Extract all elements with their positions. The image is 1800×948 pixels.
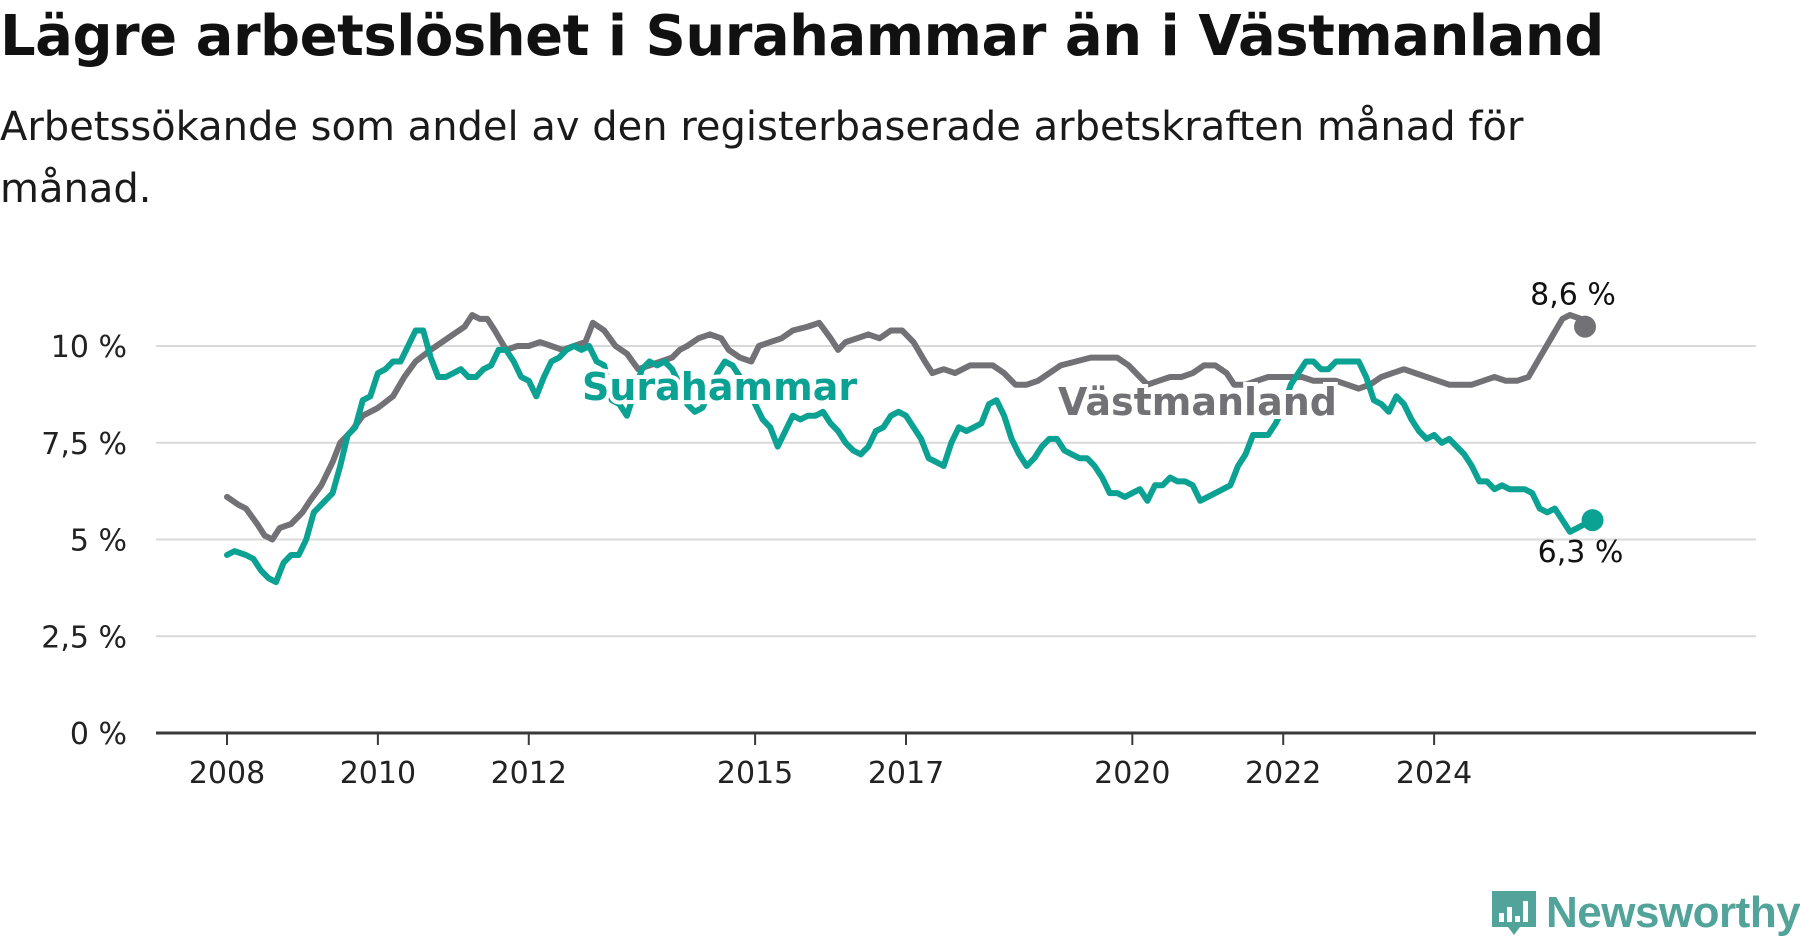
end-points: 8,6 % 6,3 % [1530,278,1623,571]
y-tick-label: 5 % [70,524,127,559]
x-tick-label: 2020 [1094,756,1170,791]
x-tick-label: 2022 [1245,756,1321,791]
x-tick-label: 2017 [868,756,944,791]
chart-subtitle: Arbetssökande som andel av den registerb… [0,104,1524,212]
chart-title: Lägre arbetslöshet i Surahammar än i Väs… [0,4,1604,69]
series-label-surahammar: Surahammar [582,365,857,409]
end-label-surahammar: 6,3 % [1538,535,1624,570]
end-point-surahammar [1581,509,1604,532]
y-tick-label: 10 % [51,330,127,365]
series-label-vastmanland: Västmanland [1058,380,1337,424]
series-line-vastmanland [224,312,1588,543]
x-axis-ticks: 2008 2010 2012 2015 2017 2020 2022 2024 [189,733,1472,791]
series-line-surahammar [224,327,1596,586]
end-point-vastmanland [1574,315,1596,338]
newsworthy-logo-icon [1492,891,1536,935]
series-labels: Surahammar Västmanland [578,361,1341,428]
y-tick-label: 7,5 % [41,427,127,462]
x-tick-label: 2010 [340,756,416,791]
y-tick-label: 0 % [70,717,127,752]
newsworthy-logo-text: Newsworthy [1546,888,1800,937]
y-tick-label: 2,5 % [41,620,127,655]
x-tick-label: 2015 [717,756,793,791]
y-axis-tick-labels: 0 % 2,5 % 5 % 7,5 % 10 % [41,330,127,752]
x-tick-label: 2024 [1396,756,1472,791]
x-tick-label: 2008 [189,756,265,791]
newsworthy-logo: Newsworthy [1490,888,1800,938]
x-tick-label: 2012 [491,756,567,791]
end-label-vastmanland: 8,6 % [1530,278,1616,313]
grid-lines [156,345,1756,638]
series-lines [224,312,1596,586]
